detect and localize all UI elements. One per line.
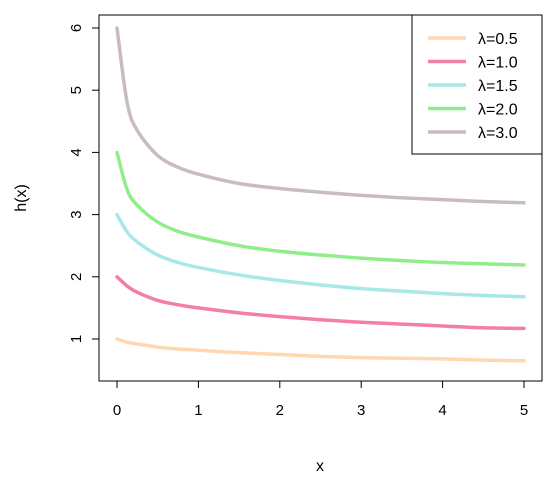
x-tick-label: 4 bbox=[438, 402, 446, 419]
x-axis-title: x bbox=[316, 458, 324, 475]
x-axis: 0 1 2 3 4 5 bbox=[113, 380, 528, 419]
x-tick-label: 1 bbox=[194, 402, 202, 419]
y-axis: 1 2 3 4 5 6 bbox=[68, 24, 100, 343]
y-tick-label: 4 bbox=[68, 148, 85, 156]
x-tick-label: 3 bbox=[357, 402, 365, 419]
y-tick-label: 5 bbox=[68, 86, 85, 94]
series-line-2 bbox=[115, 212, 526, 299]
y-tick-label: 3 bbox=[68, 210, 85, 218]
legend-label: λ=2.0 bbox=[478, 102, 518, 119]
x-tick-label: 5 bbox=[520, 402, 528, 419]
legend-label: λ=1.0 bbox=[478, 55, 518, 72]
series-line-4 bbox=[115, 26, 526, 205]
y-tick-label: 6 bbox=[68, 24, 85, 32]
legend-label: λ=0.5 bbox=[478, 31, 518, 48]
legend-label: λ=1.5 bbox=[478, 78, 518, 95]
y-axis-title: h(x) bbox=[13, 184, 30, 212]
legend: λ=0.5 λ=1.0 λ=1.5 λ=2.0 λ=3.0 bbox=[411, 14, 543, 155]
y-tick-label: 2 bbox=[68, 273, 85, 281]
y-tick-label: 1 bbox=[68, 335, 85, 343]
x-tick-label: 2 bbox=[276, 402, 284, 419]
series-line-0 bbox=[115, 337, 526, 363]
x-tick-label: 0 bbox=[113, 402, 121, 419]
series-line-3 bbox=[115, 150, 526, 267]
series-layer bbox=[115, 26, 526, 363]
series-line-1 bbox=[115, 275, 526, 331]
legend-label: λ=3.0 bbox=[478, 125, 518, 142]
